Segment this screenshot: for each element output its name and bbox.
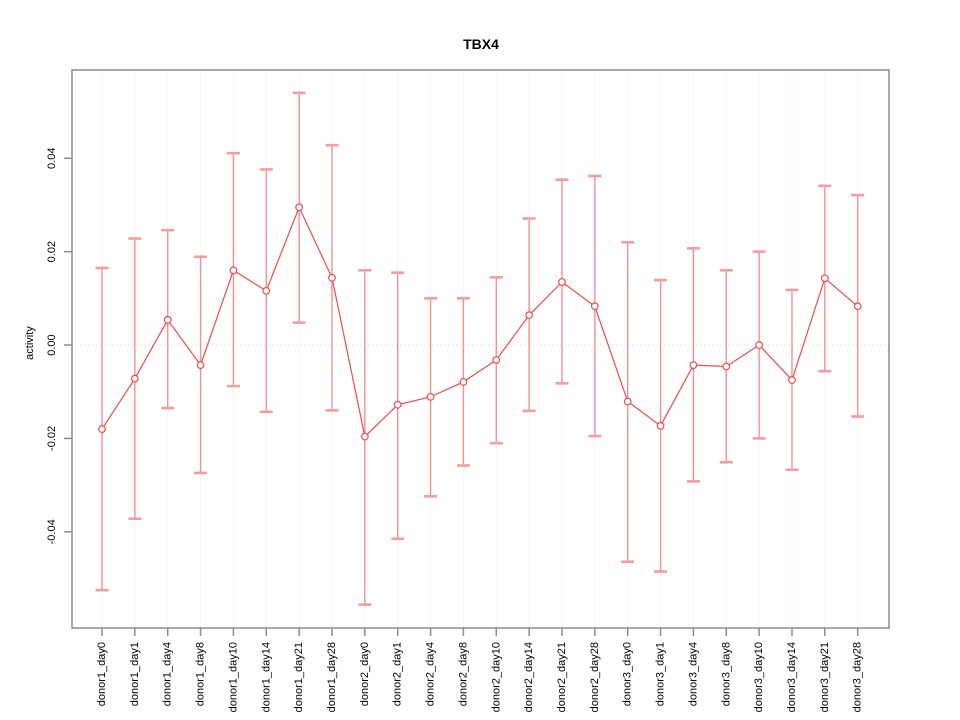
x-category-label: donor3_day8	[720, 642, 732, 706]
x-category-label: donor3_day10	[753, 642, 765, 712]
data-point	[590, 302, 599, 311]
data-point	[393, 400, 402, 409]
x-category-label: donor3_day21	[819, 642, 831, 712]
data-point	[755, 341, 764, 349]
y-tick-label: -0.02	[46, 426, 58, 451]
y-tick-label: 0.00	[46, 334, 58, 355]
data-point	[130, 374, 139, 383]
x-category-label: donor2_day28	[589, 642, 601, 712]
x-category-label: donor3_day28	[852, 642, 864, 712]
data-point	[163, 315, 172, 324]
data-point	[656, 421, 665, 430]
x-category-label: donor1_day28	[326, 642, 338, 712]
data-point	[360, 432, 369, 441]
data-point	[262, 286, 271, 295]
x-category-label: donor1_day8	[195, 642, 207, 706]
x-category-label: donor2_day21	[556, 642, 568, 712]
data-point	[689, 361, 698, 370]
data-point	[820, 274, 829, 283]
data-point	[853, 302, 862, 311]
x-category-label: donor3_day0	[622, 642, 634, 706]
x-category-label: donor3_day4	[687, 642, 699, 706]
series-line	[101, 205, 859, 438]
data-point	[229, 266, 238, 275]
x-category-label: donor2_day10	[490, 642, 502, 712]
x-category-label: donor2_day0	[359, 642, 371, 706]
x-category-label: donor2_day14	[523, 642, 535, 712]
data-point	[459, 378, 468, 386]
data-point	[558, 278, 566, 286]
data-point	[295, 203, 304, 212]
x-category-label: donor1_day10	[227, 642, 239, 712]
x-category-label: donor2_day1	[392, 642, 404, 706]
x-category-label: donor1_day4	[162, 642, 174, 706]
x-category-label: donor3_day1	[655, 642, 667, 706]
data-point	[328, 273, 336, 282]
chart-title: TBX4	[463, 36, 499, 52]
data-point	[722, 362, 731, 371]
data-point	[525, 311, 534, 320]
data-point	[788, 376, 796, 384]
data-point	[492, 356, 501, 364]
data-point	[426, 392, 435, 401]
x-category-label: donor3_day14	[786, 642, 798, 712]
y-tick-label: 0.02	[46, 241, 58, 262]
x-category-label: donor2_day8	[457, 642, 469, 706]
x-category-label: donor1_day0	[96, 642, 108, 706]
plot-frame	[71, 69, 890, 629]
data-point	[623, 397, 632, 406]
x-category-label: donor1_day1	[129, 642, 141, 706]
data-point	[98, 425, 106, 433]
x-category-label: donor1_day14	[260, 642, 272, 712]
data-point	[196, 361, 205, 370]
y-tick-label: -0.04	[46, 519, 58, 544]
x-category-label: donor1_day21	[293, 642, 305, 712]
y-tick-label: 0.04	[46, 148, 58, 169]
x-category-label: donor2_day4	[425, 642, 437, 706]
